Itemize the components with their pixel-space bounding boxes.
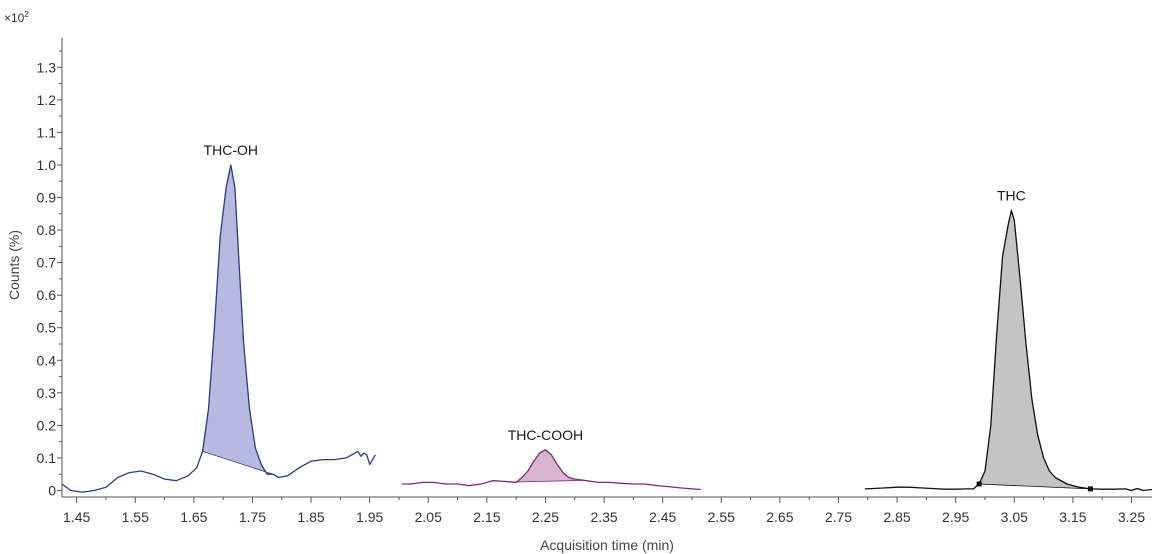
- y-tick-label: 0: [48, 482, 56, 498]
- y-tick-label: 0.3: [37, 385, 57, 401]
- x-axis-title: Acquisition time (min): [540, 537, 674, 553]
- x-tick-label: 2.85: [883, 509, 910, 525]
- y-tick-label: 0.5: [37, 320, 57, 336]
- y-multiplier-label: ×102: [4, 10, 29, 25]
- x-tick-label: 1.45: [63, 509, 90, 525]
- thc-cooh-peak-area: [513, 449, 584, 483]
- x-tick-label: 1.75: [239, 509, 266, 525]
- axes: [61, 38, 1152, 498]
- thc-cooh-peak-label: THC-COOH: [508, 427, 583, 443]
- x-tick-label: 2.65: [766, 509, 793, 525]
- thc-integration-marker: [1087, 486, 1093, 492]
- y-tick-label: 1.0: [37, 157, 57, 173]
- thc-oh-peak-label: THC-OH: [204, 142, 258, 158]
- y-tick-label: 0.2: [37, 417, 57, 433]
- x-tick-label: 2.55: [708, 509, 735, 525]
- x-tick-label: 2.45: [649, 509, 676, 525]
- x-tick-label: 2.25: [532, 509, 559, 525]
- y-axis-title: Counts (%): [6, 230, 22, 300]
- x-tick-label: 1.65: [180, 509, 207, 525]
- series-lines: [61, 164, 1152, 493]
- x-tick-label: 3.25: [1118, 509, 1145, 525]
- thc-oh-peak-area: [202, 164, 274, 475]
- y-tick-label: 0.9: [37, 190, 57, 206]
- y-tick-label: 0.6: [37, 287, 57, 303]
- peak-labels: THC-OH THC-COOH THC: [204, 142, 1026, 443]
- x-tick-label: 1.95: [356, 509, 383, 525]
- x-tick-label: 2.35: [590, 509, 617, 525]
- y-tick-label: 0.1: [37, 450, 57, 466]
- x-tick-label: 2.75: [825, 509, 852, 525]
- x-tick-label: 3.15: [1059, 509, 1086, 525]
- x-tick-label: 2.95: [942, 509, 969, 525]
- y-tick-label: 1.3: [37, 59, 57, 75]
- peak-areas: [202, 164, 1091, 490]
- y-tick-label: 0.4: [37, 352, 57, 368]
- y-tick-label: 0.8: [37, 222, 57, 238]
- x-tick-label: 1.55: [122, 509, 149, 525]
- thc-cooh-trace: [401, 449, 701, 491]
- y-tick-label: 0.7: [37, 255, 57, 271]
- thc-integration-marker: [976, 481, 982, 487]
- thc-peak-label: THC: [997, 188, 1026, 204]
- y-tick-label: 1.1: [37, 124, 57, 140]
- thc-oh-trace: [61, 164, 377, 493]
- y-tick-label: 1.2: [37, 92, 57, 108]
- thc-trace: [864, 209, 1152, 492]
- x-tick-label: 1.85: [297, 509, 324, 525]
- x-tick-label: 3.05: [1001, 509, 1028, 525]
- x-tick-label: 2.05: [415, 509, 442, 525]
- x-tick-label: 2.15: [473, 509, 500, 525]
- axis-ticks: 0 0.1 0.2 0.3 0.4 0.5 0.6 0.7 0.8 0.9 1.0 1.1 1.2 1.3…: [37, 50, 1145, 525]
